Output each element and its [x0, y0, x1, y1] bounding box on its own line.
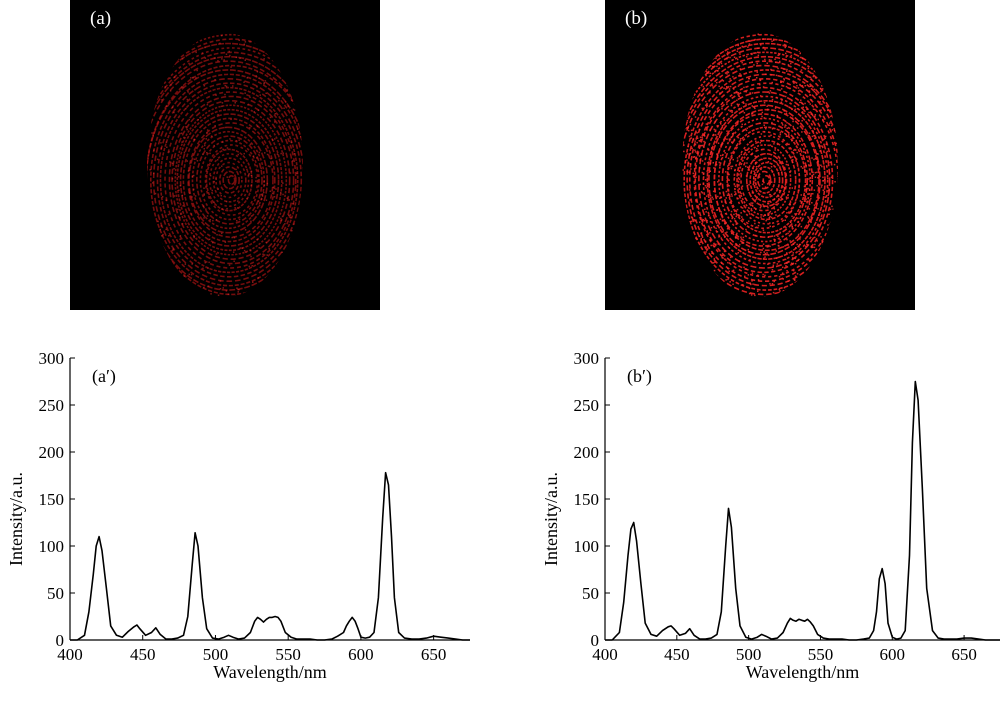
y-tick-label: 0 — [56, 631, 65, 650]
x-tick-label: 650 — [421, 645, 447, 664]
x-tick-label: 650 — [951, 645, 977, 664]
fingerprint-a-pattern — [147, 33, 303, 297]
x-tick-label: 550 — [808, 645, 834, 664]
x-axis-title: Wavelength/nm — [746, 662, 860, 682]
y-tick-label: 300 — [39, 349, 65, 368]
chart-panel-label: (b′) — [627, 366, 652, 387]
x-tick-label: 550 — [275, 645, 301, 664]
x-axis-title: Wavelength/nm — [213, 662, 327, 682]
y-tick-label: 250 — [39, 396, 65, 415]
chart-panel-label: (a′) — [92, 366, 116, 387]
x-tick-label: 500 — [736, 645, 762, 664]
x-tick-label: 400 — [57, 645, 83, 664]
fingerprint-b-pattern — [682, 33, 838, 297]
spectrum-line — [605, 380, 1000, 641]
y-tick-label: 50 — [582, 584, 599, 603]
x-tick-label: 450 — [664, 645, 690, 664]
y-tick-label: 200 — [39, 443, 65, 462]
y-tick-label: 50 — [47, 584, 64, 603]
y-tick-label: 100 — [39, 537, 65, 556]
y-tick-label: 150 — [574, 490, 600, 509]
image-a-label: (a) — [90, 8, 112, 29]
spectrum-line — [70, 471, 470, 641]
fingerprint-ridges — [147, 33, 303, 297]
y-axis-title: Intensity/a.u. — [541, 472, 561, 566]
x-tick-label: 400 — [592, 645, 618, 664]
y-tick-label: 150 — [39, 490, 65, 509]
chart-b-prime: 0 50 100 150 200 250 300 400 450 500 550 600 650 Wave… — [541, 349, 1000, 682]
chart-a-prime: 0 50 100 150 200 250 300 400 450 500 550 600 650 Wave… — [6, 349, 470, 682]
y-tick-label: 0 — [591, 631, 600, 650]
image-b-label: (b) — [625, 8, 648, 29]
x-tick-label: 450 — [130, 645, 156, 664]
fingerprint-image-a: (a) — [70, 0, 380, 310]
y-tick-label: 250 — [574, 396, 600, 415]
y-tick-label: 300 — [574, 349, 600, 368]
x-tick-label: 600 — [880, 645, 906, 664]
x-tick-label: 600 — [348, 645, 374, 664]
x-tick-label: 500 — [203, 645, 229, 664]
fingerprint-ridges — [682, 33, 838, 297]
y-axis-title: Intensity/a.u. — [6, 472, 26, 566]
y-tick-label: 100 — [574, 537, 600, 556]
fingerprint-image-b: (b) — [605, 0, 915, 310]
y-tick-label: 200 — [574, 443, 600, 462]
